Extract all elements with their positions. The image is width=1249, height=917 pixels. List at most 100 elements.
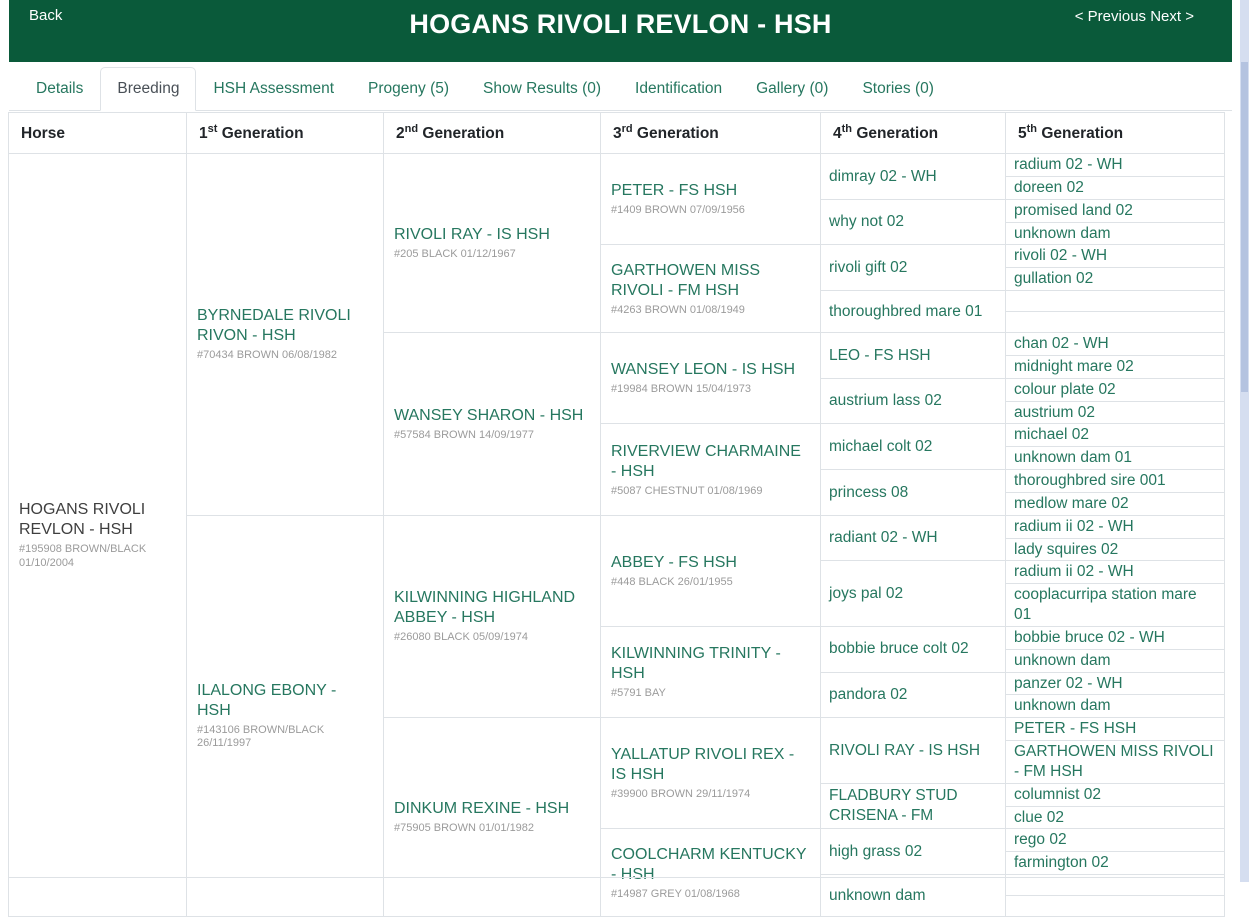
- back-button[interactable]: Back: [29, 7, 63, 24]
- horse-link[interactable]: PETER - FS HSH: [1014, 720, 1137, 738]
- pedigree-row: DINKUM REXINE - HSH #75905 BROWN 01/01/19…: [9, 717, 1225, 917]
- horse-link[interactable]: austrium lass 02: [829, 392, 942, 410]
- horse-link[interactable]: medlow mare 02: [1014, 494, 1129, 512]
- horse-link[interactable]: austrium 02: [1014, 403, 1095, 421]
- pedigree-row: ILALONG EBONY - HSH #143106 BROWN/BLACK 2…: [9, 514, 1225, 917]
- horse-link[interactable]: high grass 02: [829, 842, 923, 860]
- pedigree-cell-gen2-3: DINKUM REXINE - HSH #75905 BROWN 01/01/19…: [383, 717, 601, 917]
- horse-link[interactable]: panzer 02 - WH: [1014, 674, 1123, 692]
- horse-link[interactable]: michael 02: [1014, 426, 1089, 444]
- scrollbar-thumb[interactable]: [1241, 62, 1248, 392]
- horse-link[interactable]: PETER - FS HSH: [611, 182, 738, 200]
- horse-link[interactable]: RIVERVIEW CHARMAINE - HSH: [611, 442, 801, 480]
- vertical-scrollbar[interactable]: [1240, 0, 1249, 882]
- tab-progeny-5[interactable]: Progeny (5): [368, 80, 450, 97]
- horse-details: #26080 BLACK 05/09/1974: [394, 631, 528, 644]
- horse-link[interactable]: KILWINNING TRINITY - HSH: [611, 644, 781, 682]
- horse-link[interactable]: princess 08: [829, 483, 909, 501]
- tab-identification[interactable]: Identification: [635, 80, 723, 97]
- column-header-horse: Horse: [8, 111, 187, 155]
- horse-link[interactable]: BYRNEDALE RIVOLI RIVON - HSH: [197, 307, 351, 345]
- pedigree-row: pandora 02 panzer 02 - WH: [9, 671, 1225, 719]
- pedigree-cell-gen5-9: midnight mare 02: [1005, 354, 1225, 379]
- next-row-divider: [8, 877, 1224, 878]
- pedigree-cell-gen5-5: gullation 02: [1005, 267, 1225, 292]
- horse-link[interactable]: gullation 02: [1014, 270, 1094, 288]
- horse-link[interactable]: unknown dam: [829, 886, 926, 904]
- horse-link[interactable]: clue 02: [1014, 808, 1064, 826]
- horse-link[interactable]: RIVOLI RAY - IS HSH: [394, 226, 550, 244]
- pedigree-cell-gen5-20: bobbie bruce 02 - WH: [1005, 625, 1225, 650]
- pedigree-cell-gen5-24: PETER - FS HSH: [1005, 717, 1225, 742]
- horse-link[interactable]: unknown dam 01: [1014, 449, 1133, 467]
- pedigree-cell-gen4-10: bobbie bruce colt 02: [820, 625, 1006, 673]
- tab-gallery-0[interactable]: Gallery (0): [756, 80, 829, 97]
- horse-link[interactable]: radium ii 02 - WH: [1014, 517, 1134, 535]
- horse-link[interactable]: bobbie bruce colt 02: [829, 640, 969, 658]
- horse-link[interactable]: WANSEY LEON - IS HSH: [611, 361, 796, 379]
- horse-link[interactable]: doreen 02: [1014, 178, 1084, 196]
- horse-link[interactable]: radium 02 - WH: [1014, 156, 1123, 174]
- horse-link[interactable]: FLADBURY STUD CRISENA - FM: [829, 787, 958, 825]
- horse-link[interactable]: thoroughbred sire 001: [1014, 472, 1166, 490]
- horse-link[interactable]: cooplacurripa station mare 01: [1014, 586, 1197, 624]
- pedigree-row: HOGANS RIVOLI REVLON - HSH #195908 BROWN/…: [8, 153, 1225, 917]
- horse-link[interactable]: unknown dam: [1014, 224, 1111, 242]
- tab-bar: Details Breeding HSH Assessment Progeny (5)…: [9, 67, 1232, 111]
- horse-link[interactable]: GARTHOWEN MISS RIVOLI - FM HSH: [1014, 743, 1214, 780]
- horse-link[interactable]: promised land 02: [1014, 201, 1133, 219]
- horse-link[interactable]: bobbie bruce 02 - WH: [1014, 628, 1165, 646]
- tab-show-results-0[interactable]: Show Results (0): [483, 80, 602, 97]
- pedigree-cell-gen5-2: promised land 02: [1005, 198, 1225, 223]
- column-header-2-generation: 2nd Generation: [383, 111, 601, 155]
- horse-link[interactable]: COOLCHARM KENTUCKY - HSH: [611, 845, 807, 883]
- pedigree-cell-gen3-5: KILWINNING TRINITY - HSH #5791 BAY: [600, 625, 821, 719]
- horse-link[interactable]: ABBEY - FS HSH: [611, 553, 737, 571]
- pedigree-cell-gen4-3: thoroughbred mare 01: [820, 290, 1006, 334]
- horse-link[interactable]: rivoli gift 02: [829, 258, 908, 276]
- horse-link[interactable]: unknown dam: [1014, 697, 1111, 715]
- pedigree-cell-gen5-28: rego 02: [1005, 828, 1225, 853]
- horse-details: #19984 BROWN 15/04/1973: [611, 383, 752, 396]
- tab-stories-0[interactable]: Stories (0): [862, 80, 934, 97]
- pedigree-row: thoroughbred mare 01: [9, 290, 1225, 334]
- horse-link[interactable]: pandora 02: [829, 685, 908, 703]
- horse-link[interactable]: rego 02: [1014, 831, 1067, 849]
- pedigree-cell-gen5-13: unknown dam 01: [1005, 446, 1225, 471]
- horse-link[interactable]: chan 02 - WH: [1014, 335, 1109, 353]
- horse-link[interactable]: KILWINNING HIGHLAND ABBEY - HSH: [394, 589, 576, 627]
- horse-link[interactable]: GARTHOWEN MISS RIVOLI - FM HSH: [611, 261, 761, 299]
- horse-link[interactable]: ILALONG EBONY - HSH: [197, 682, 337, 720]
- horse-link[interactable]: dimray 02 - WH: [829, 167, 937, 185]
- pedigree-row: KILWINNING TRINITY - HSH #5791 BAY bobbie …: [9, 625, 1225, 719]
- horse-link[interactable]: WANSEY SHARON - HSH: [394, 406, 584, 424]
- horse-link[interactable]: colour plate 02: [1014, 380, 1116, 398]
- horse-link[interactable]: LEO - FS HSH: [829, 346, 931, 364]
- previous-button[interactable]: < Previous: [1074, 8, 1147, 25]
- horse-link[interactable]: why not 02: [829, 213, 904, 231]
- pedigree-cell-gen5-22: panzer 02 - WH: [1005, 671, 1225, 696]
- pedigree-cell-gen5-6: [1005, 290, 1225, 313]
- horse-link[interactable]: radium ii 02 - WH: [1014, 563, 1134, 581]
- tab-hsh-assessment[interactable]: HSH Assessment: [213, 80, 335, 97]
- pedigree-row: medlow mare 02: [9, 491, 1225, 516]
- horse-link[interactable]: columnist 02: [1014, 785, 1102, 803]
- horse-link[interactable]: lady squires 02: [1014, 540, 1119, 558]
- horse-link[interactable]: DINKUM REXINE - HSH: [394, 800, 570, 817]
- horse-link[interactable]: rivoli 02 - WH: [1014, 247, 1108, 265]
- pedigree-cell-gen5-14: thoroughbred sire 001: [1005, 469, 1225, 493]
- pedigree-cell-gen5-15: medlow mare 02: [1005, 491, 1225, 516]
- horse-link[interactable]: unknown dam: [1014, 651, 1111, 669]
- horse-link[interactable]: joys pal 02: [829, 584, 904, 602]
- horse-link[interactable]: thoroughbred mare 01: [829, 302, 983, 320]
- horse-link[interactable]: RIVOLI RAY - IS HSH: [829, 741, 981, 759]
- horse-link[interactable]: farmington 02: [1014, 854, 1109, 872]
- tab-breeding[interactable]: Breeding: [100, 67, 197, 111]
- horse-link[interactable]: michael colt 02: [829, 437, 933, 455]
- horse-link[interactable]: midnight mare 02: [1014, 357, 1134, 375]
- column-header-4-generation: 4th Generation: [820, 111, 1006, 155]
- horse-link[interactable]: YALLATUP RIVOLI REX - IS HSH: [611, 746, 795, 784]
- tab-details[interactable]: Details: [36, 80, 84, 97]
- next-button[interactable]: Next >: [1150, 8, 1194, 25]
- horse-link[interactable]: radiant 02 - WH: [829, 529, 938, 547]
